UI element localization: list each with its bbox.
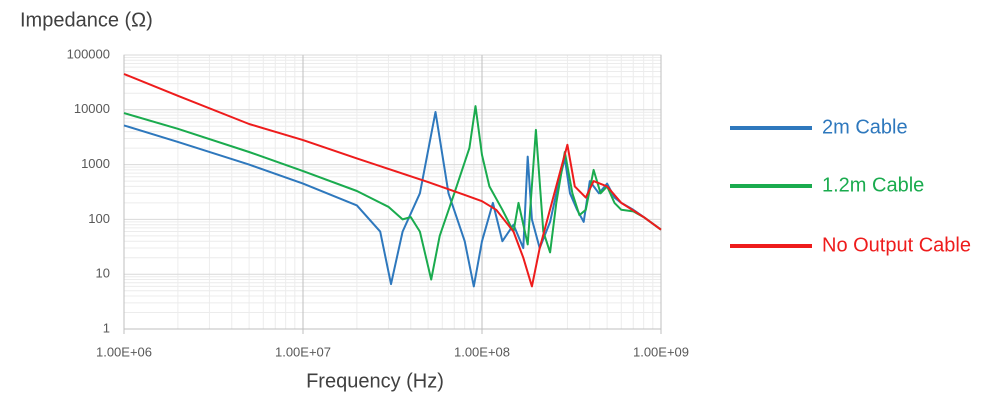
y-tick-label: 100 <box>88 211 110 226</box>
legend-label: 2m Cable <box>822 116 908 138</box>
y-tick-label: 10000 <box>74 101 110 116</box>
series-line <box>123 111 662 288</box>
x-tick-label: 1.00E+08 <box>454 344 510 359</box>
y-tick-label: 1000 <box>81 156 110 171</box>
legend: 2m Cable 1.2m Cable No Output Cable <box>730 116 971 256</box>
series-line <box>123 105 662 281</box>
x-tick-label: 1.00E+06 <box>96 344 152 359</box>
series-line <box>123 73 662 288</box>
x-tick-label: 1.00E+09 <box>633 344 689 359</box>
x-axis-title: Frequency (Hz) <box>306 370 444 392</box>
legend-label: No Output Cable <box>822 234 971 256</box>
x-tick-label: 1.00E+07 <box>275 344 331 359</box>
plot-lines <box>123 73 662 288</box>
y-tick-label: 10 <box>96 266 110 281</box>
y-tick-label: 1 <box>103 320 110 335</box>
grid: 1 10 100 1000 10000 100000 1.00E+06 1.00E+07 1.0… <box>67 46 689 359</box>
y-axis-title: Impedance (Ω) <box>20 9 153 31</box>
y-tick-label: 100000 <box>67 46 110 61</box>
legend-label: 1.2m Cable <box>822 174 924 196</box>
